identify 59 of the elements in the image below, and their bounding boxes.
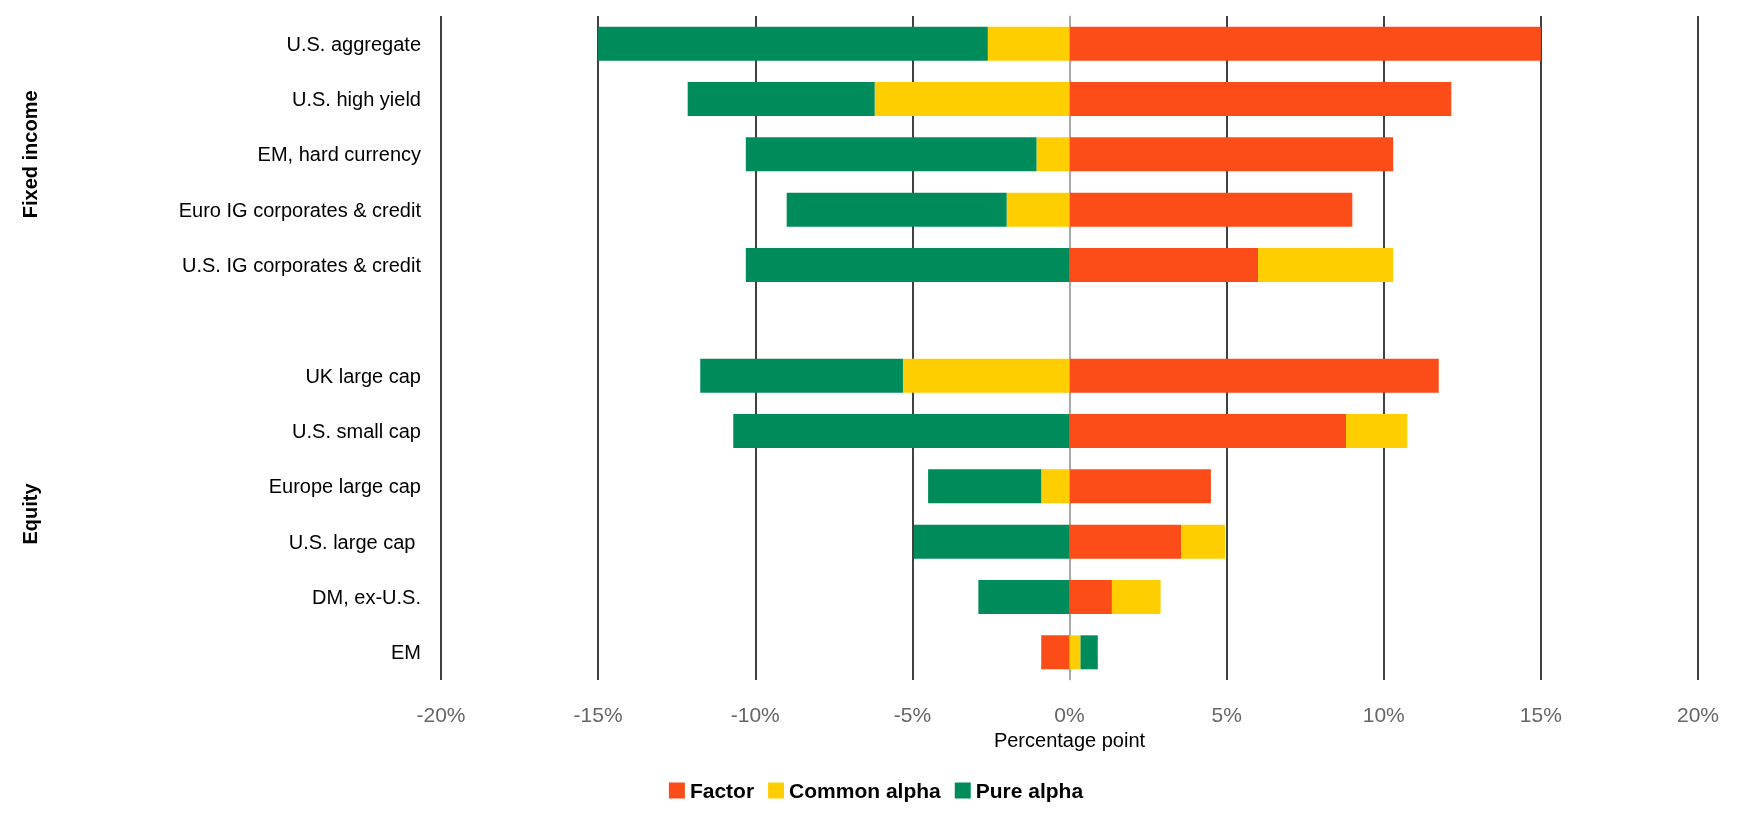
bar xyxy=(745,137,1037,172)
bar xyxy=(1036,137,1070,172)
bar xyxy=(978,580,1070,614)
bar xyxy=(1069,635,1081,670)
y-tick-label: EM, hard currency xyxy=(257,143,421,166)
x-tick-label: -5% xyxy=(893,703,932,726)
x-axis-title: Percentage point xyxy=(993,728,1146,751)
bar xyxy=(1069,26,1541,61)
bar xyxy=(1069,469,1211,504)
x-tick-label: 15% xyxy=(1519,703,1562,726)
bar xyxy=(1080,635,1098,670)
x-tick-label: 20% xyxy=(1676,703,1720,726)
bar xyxy=(598,26,988,61)
y-tick-label: UK large cap xyxy=(305,364,421,387)
y-tick-label: DM, ex-U.S. xyxy=(312,586,421,608)
y-tick-label: U.S. large cap xyxy=(288,530,421,553)
bar xyxy=(1006,192,1070,227)
text: Fixed income xyxy=(19,90,41,219)
legend-label: Pure alpha xyxy=(975,779,1084,802)
y-tick-label: EM xyxy=(391,641,421,664)
bar xyxy=(1069,358,1439,393)
x-tick-label: -20% xyxy=(416,703,466,726)
bar xyxy=(700,358,903,393)
bar xyxy=(1346,414,1408,448)
bar xyxy=(786,192,1007,227)
bar xyxy=(874,82,1070,116)
x-tick-label: -10% xyxy=(730,703,780,726)
y-tick-label: Euro IG corporates & credit xyxy=(178,198,422,221)
bar xyxy=(1181,524,1226,559)
y-tick-label: U.S. aggregate xyxy=(286,32,421,55)
legend-label: Factor xyxy=(689,779,755,802)
bar xyxy=(687,82,875,116)
legend-label: Common alpha xyxy=(789,779,942,802)
y-tick-label: U.S. small cap xyxy=(292,420,421,442)
bar xyxy=(1069,82,1452,116)
bar xyxy=(1069,137,1394,172)
bar xyxy=(902,358,1070,393)
text: Equity xyxy=(19,482,41,545)
bar xyxy=(1111,580,1161,614)
y-tick-label: U.S. IG corporates & credit xyxy=(182,254,422,276)
x-tick-label: -15% xyxy=(573,703,623,726)
bar xyxy=(1069,524,1182,559)
bar xyxy=(913,524,1070,559)
bar xyxy=(987,26,1070,61)
x-tick-label: 10% xyxy=(1362,703,1405,726)
y-tick-label: U.S. high yield xyxy=(292,88,421,110)
bar xyxy=(1069,414,1347,448)
bar xyxy=(1069,192,1353,227)
bar xyxy=(1041,635,1070,670)
bar xyxy=(733,414,1070,448)
y-tick-label: Europe large cap xyxy=(268,475,421,498)
bar xyxy=(928,469,1042,504)
bar xyxy=(1041,469,1070,504)
bar xyxy=(1069,248,1259,282)
bar xyxy=(745,248,1070,282)
bar xyxy=(1258,248,1394,282)
x-tick-label: 0% xyxy=(1054,703,1085,726)
x-tick-label: 5% xyxy=(1211,703,1242,726)
bar xyxy=(1069,580,1112,614)
